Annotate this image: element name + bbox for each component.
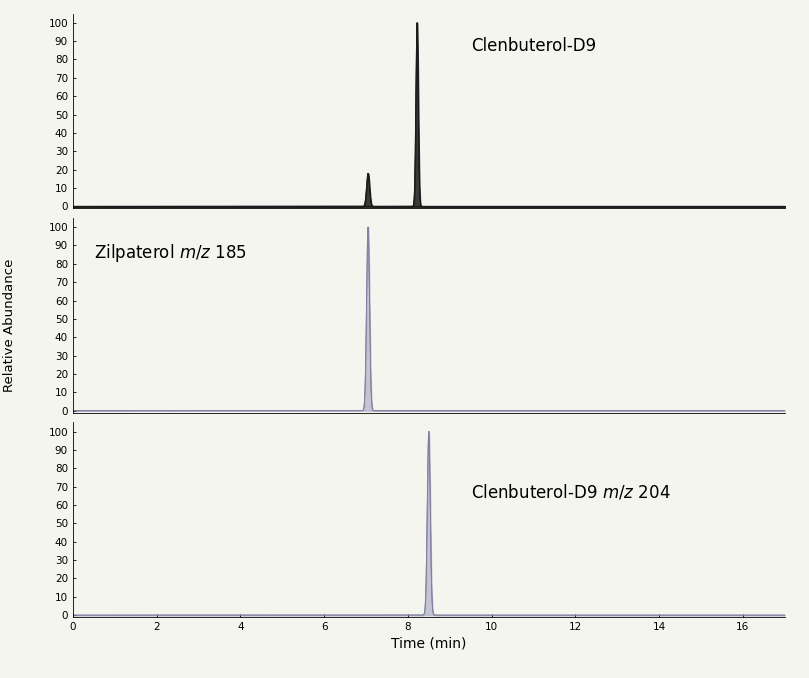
Text: Clenbuterol-D9 $m/z$ 204: Clenbuterol-D9 $m/z$ 204 <box>471 483 671 502</box>
Text: Relative Abundance: Relative Abundance <box>3 259 16 392</box>
Text: Clenbuterol-D9: Clenbuterol-D9 <box>471 37 595 56</box>
Text: Zilpaterol $m/z$ 185: Zilpaterol $m/z$ 185 <box>94 242 247 264</box>
X-axis label: Time (min): Time (min) <box>391 636 467 650</box>
